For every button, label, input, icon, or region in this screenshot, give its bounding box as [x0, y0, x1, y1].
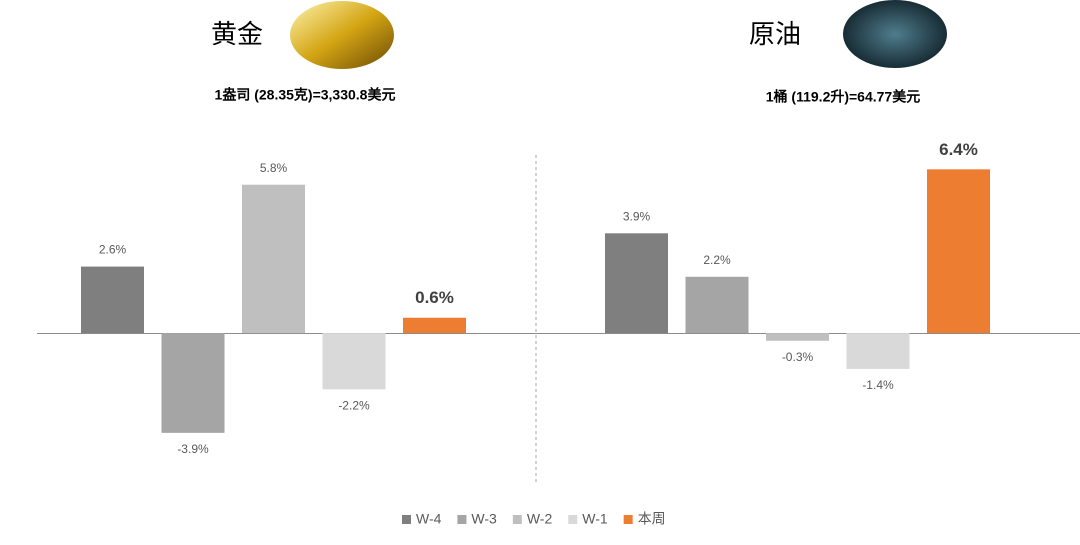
- chart-subtitle: 1桶 (119.2升)=64.77美元: [766, 89, 920, 105]
- legend-swatch: [512, 515, 522, 524]
- bar: [846, 333, 910, 369]
- legend-label: W-1: [582, 511, 608, 527]
- bar: [81, 266, 144, 334]
- value-label: -1.4%: [862, 378, 894, 392]
- legend-label: 本周: [638, 511, 666, 527]
- legend-swatch: [568, 515, 578, 524]
- legend-swatch: [623, 515, 633, 524]
- value-label: 2.2%: [703, 253, 731, 267]
- value-label: 2.6%: [99, 243, 127, 257]
- chart-subtitle: 1盎司 (28.35克)=3,330.8美元: [215, 87, 396, 103]
- bar: [685, 276, 749, 334]
- value-label: 5.8%: [260, 161, 288, 175]
- gold-icon: [290, 1, 394, 69]
- value-label: -3.9%: [177, 442, 209, 456]
- oil-icon: [843, 0, 947, 68]
- value-label: -2.2%: [338, 399, 370, 413]
- bar: [605, 233, 668, 334]
- bar: [161, 333, 225, 433]
- bar: [242, 184, 305, 334]
- bar: [403, 317, 466, 334]
- legend-swatch: [402, 515, 411, 524]
- legend-label: W-3: [471, 511, 497, 527]
- value-label: 0.6%: [415, 288, 454, 307]
- bar: [766, 333, 829, 341]
- legend-label: W-4: [416, 511, 442, 527]
- chart-title: 原油: [749, 19, 801, 49]
- value-label: -0.3%: [782, 350, 814, 364]
- bar: [927, 169, 990, 334]
- chart-title: 黄金: [211, 19, 263, 49]
- bar: [322, 333, 386, 390]
- legend-label: W-2: [527, 511, 553, 527]
- legend-swatch: [457, 515, 467, 524]
- value-label: 3.9%: [623, 209, 651, 223]
- value-label: 6.4%: [939, 140, 978, 159]
